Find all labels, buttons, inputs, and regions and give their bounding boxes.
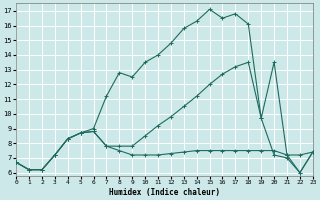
X-axis label: Humidex (Indice chaleur): Humidex (Indice chaleur) [109, 188, 220, 197]
